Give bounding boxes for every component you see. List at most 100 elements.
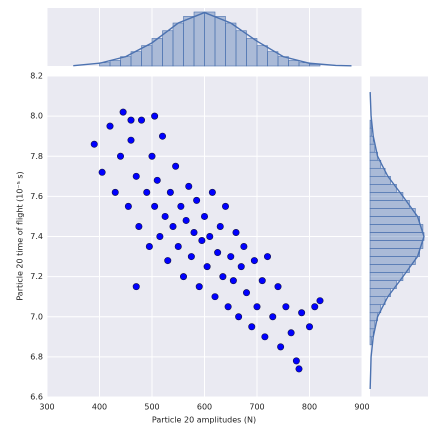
scatter-point xyxy=(274,283,282,291)
scatter-point xyxy=(127,136,135,144)
scatter-point xyxy=(166,188,174,196)
scatter-point xyxy=(282,303,290,311)
scatter-point xyxy=(127,116,135,124)
scatter-point xyxy=(159,132,167,140)
scatter-point xyxy=(117,152,125,160)
scatter-point xyxy=(261,333,269,341)
histogram-bar xyxy=(141,45,153,67)
y-tick-label: 6.8 xyxy=(30,352,43,361)
y-tick-label: 7.2 xyxy=(30,272,43,281)
scatter-point xyxy=(174,243,182,251)
scatter-point xyxy=(263,253,271,261)
histogram-bar xyxy=(369,328,374,338)
histogram-bar xyxy=(369,320,376,330)
histogram-bar xyxy=(369,336,372,346)
histogram-bar xyxy=(369,296,386,306)
scatter-point xyxy=(135,222,143,230)
scatter-point xyxy=(235,313,243,321)
scatter-point xyxy=(119,108,127,116)
scatter-point xyxy=(237,263,245,271)
x-axis-label: Particle 20 amplitudes (N) xyxy=(152,416,256,425)
histogram-bar xyxy=(369,248,420,257)
histogram-bar xyxy=(369,167,386,177)
scatter-point xyxy=(195,283,203,291)
histogram-bar xyxy=(369,240,424,249)
histogram-bar xyxy=(369,143,376,153)
scatter-point xyxy=(219,273,227,281)
scatter-point xyxy=(145,243,153,251)
scatter-point xyxy=(132,283,140,291)
histogram-bar xyxy=(246,38,258,67)
y-tick-label: 8.2 xyxy=(30,72,43,81)
histogram-bar xyxy=(369,280,397,289)
scatter-point xyxy=(111,188,119,196)
scatter-point xyxy=(292,357,300,365)
x-tick-label: 500 xyxy=(144,403,159,412)
kde-curve xyxy=(73,11,352,67)
y-axis-label: Particle 20 time of flight (10⁻⁵ s) xyxy=(16,171,25,300)
histogram-bar xyxy=(288,60,300,67)
scatter-point xyxy=(177,202,185,210)
scatter-point xyxy=(98,168,106,176)
histogram-bar xyxy=(369,208,416,217)
histogram-bar xyxy=(369,176,391,185)
scatter-point xyxy=(243,289,251,297)
x-tick-label: 800 xyxy=(302,403,317,412)
scatter-point xyxy=(190,228,198,236)
histogram-bar xyxy=(369,119,372,129)
histogram-bar xyxy=(369,159,382,169)
scatter-point xyxy=(138,116,146,124)
scatter-point xyxy=(143,188,151,196)
scatter-point xyxy=(211,293,219,301)
scatter-point xyxy=(208,188,216,196)
scatter-point xyxy=(222,202,230,210)
histogram-bar xyxy=(369,135,374,145)
kde-curve xyxy=(369,92,425,389)
scatter-point xyxy=(161,212,169,220)
histogram-bar xyxy=(369,256,416,265)
histogram-bar xyxy=(369,264,410,273)
y-tick-label: 8.0 xyxy=(30,112,43,121)
scatter-point xyxy=(193,196,201,204)
histogram-bar xyxy=(183,16,195,67)
scatter-point xyxy=(90,140,98,148)
scatter-point xyxy=(227,253,235,261)
histogram-bar xyxy=(225,22,237,67)
scatter-point xyxy=(229,277,237,285)
x-tick-label: 600 xyxy=(197,403,212,412)
histogram-bar xyxy=(369,127,372,137)
scatter-point xyxy=(198,237,206,245)
scatter-point xyxy=(258,277,266,285)
x-tick-label: 300 xyxy=(39,403,54,412)
histogram-bar xyxy=(235,30,247,67)
histogram-bar xyxy=(369,216,420,225)
scatter-point xyxy=(305,323,313,331)
scatter-point xyxy=(206,233,214,241)
histogram-bar xyxy=(162,30,174,67)
histogram-bar xyxy=(267,51,279,67)
scatter-point xyxy=(287,329,295,337)
histogram-bar xyxy=(204,11,216,67)
histogram-bar xyxy=(369,200,410,209)
scatter-point xyxy=(106,122,114,130)
scatter-point xyxy=(132,172,140,180)
scatter-point xyxy=(277,343,285,351)
x-tick-label: 900 xyxy=(354,403,369,412)
histogram-bar xyxy=(109,60,121,67)
scatter-point xyxy=(185,182,193,190)
y-tick-label: 6.6 xyxy=(30,393,43,402)
histogram-bar xyxy=(369,304,382,314)
scatter-point xyxy=(311,303,319,311)
scatter-point xyxy=(201,212,209,220)
y-tick-label: 7.8 xyxy=(30,152,43,161)
scatter-point xyxy=(153,176,161,184)
histogram-bar xyxy=(369,288,391,297)
scatter-point xyxy=(232,228,240,236)
scatter-point xyxy=(124,202,132,210)
histogram-bar xyxy=(369,272,404,281)
scatter-point xyxy=(316,297,324,305)
scatter-point xyxy=(295,365,303,373)
histogram-bar xyxy=(214,16,226,67)
